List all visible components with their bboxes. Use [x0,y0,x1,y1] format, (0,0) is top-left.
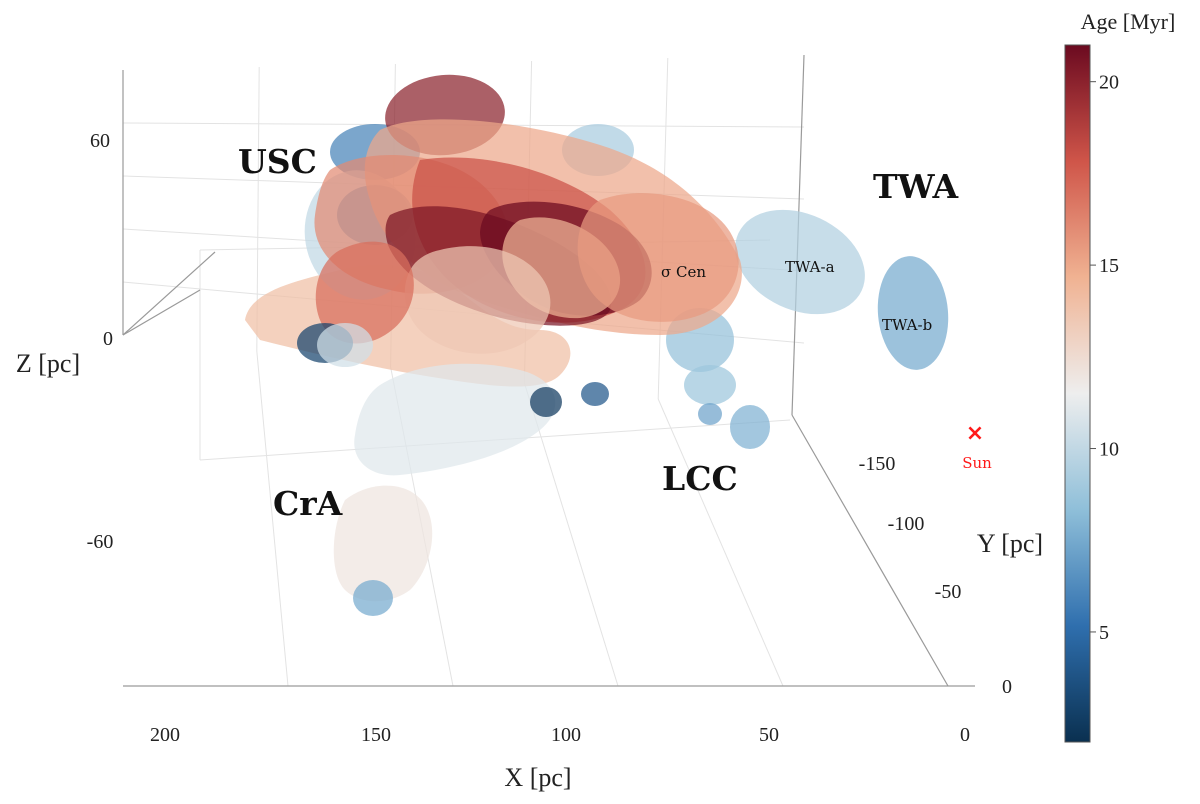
cluster-volume-twa [877,256,949,370]
z-tick-label: 60 [90,130,110,152]
z-tick-label: -60 [87,531,114,553]
cluster-volume-cra [317,323,373,367]
cluster-volume-usc [354,363,556,476]
cluster-volumes [245,74,949,616]
z-axis-ticks: 60 0 -60 [87,130,114,553]
cluster-volume-usc [404,246,551,354]
colorbar-tick-label: 20 [1099,72,1119,94]
x-tick-label: 100 [551,724,581,746]
axis-box-3d [122,54,975,687]
grid-line [523,382,619,687]
x-tick-label: 150 [361,724,391,746]
box-edge [122,251,216,336]
colorbar-title: Age [Myr] [1081,9,1176,34]
annotation-twa-b: TWA-b [882,316,932,334]
cluster-volume-usc [315,241,414,344]
colorbar-gradient [1064,44,1091,743]
cluster-volume-cra [353,580,393,616]
x-tick-label: 50 [759,724,779,746]
y-axis-label: Y [pc] [977,529,1043,558]
y-tick-label: -150 [859,453,896,475]
z-tick-label: 0 [103,328,113,350]
grid-line [657,398,784,687]
y-tick-label: -100 [888,513,925,535]
sun-marker-icon: × [966,421,984,446]
y-tick-label: 0 [1002,676,1012,698]
x-axis-ticks: 200 150 100 50 0 [150,724,970,746]
sun-marker-label: Sun [962,454,992,472]
box-edge [791,414,949,687]
group-label-twa: TWA [873,167,959,206]
annotation-twa-a: TWA-a [785,258,835,276]
cluster-volume-lcc [684,365,736,405]
x-axis-label: X [pc] [504,763,571,792]
y-axis-ticks: -150 -100 -50 0 [859,453,1012,698]
cluster-volume-lcc [730,405,770,449]
cluster-volume-cra [333,485,433,602]
box-edge [122,289,201,336]
x-tick-label: 0 [960,724,970,746]
colorbar-ticks: 20 15 10 5 [1090,72,1119,644]
cluster-volume-twa [735,209,865,315]
x-tick-label: 200 [150,724,180,746]
group-label-cra: CrA [273,484,343,523]
cluster-volume-lcc [530,387,562,417]
colorbar-tick-label: 10 [1099,439,1119,461]
annotation-sigma-cen: σ Cen [661,263,706,281]
cluster-volume-lcc [581,382,609,406]
z-axis-label: Z [pc] [16,349,80,378]
grid-line [256,350,289,687]
group-label-usc: USC [238,142,317,181]
cluster-volume-usc [577,193,739,322]
group-label-lcc: LCC [662,459,738,498]
colorbar-tick-label: 5 [1099,622,1109,644]
colorbar: Age [Myr] 20 15 10 5 [1064,9,1176,743]
colorbar-tick-label: 15 [1099,255,1119,277]
y-tick-label: -50 [935,581,962,603]
cluster-volume-lcc [698,403,722,425]
